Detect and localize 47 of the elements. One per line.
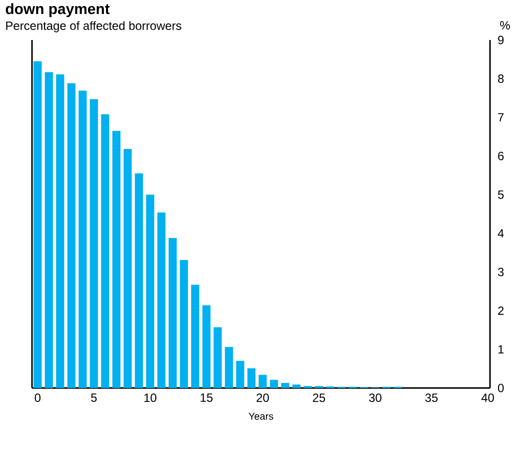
bar <box>247 368 256 388</box>
bar <box>180 260 188 388</box>
bar <box>124 149 132 388</box>
bar <box>258 374 267 388</box>
bar <box>112 130 120 388</box>
x-tick-label: 5 <box>91 394 97 402</box>
bar <box>101 114 110 388</box>
x-tick-label: 0 <box>34 394 40 402</box>
bar <box>67 83 76 388</box>
bar <box>214 327 222 388</box>
bar <box>191 284 200 388</box>
x-tick-label: 25 <box>312 394 326 402</box>
bar <box>78 90 87 388</box>
bar <box>281 382 290 388</box>
y-tick-label: 5 <box>498 190 504 199</box>
y-tick-label: 2 <box>498 306 504 315</box>
bar <box>146 194 154 388</box>
x-tick-label: 10 <box>144 394 156 402</box>
x-tick-label: 30 <box>369 394 382 402</box>
y-tick-label: 6 <box>498 152 504 160</box>
bar <box>168 238 177 388</box>
bar <box>90 99 98 388</box>
bar <box>270 380 278 388</box>
y-tick-label: 1 <box>498 345 504 354</box>
x-tick-label: 35 <box>425 394 438 402</box>
bar <box>202 305 210 388</box>
x-tick-label: 15 <box>200 394 213 402</box>
bar <box>224 347 233 388</box>
y-tick-label: 7 <box>498 113 504 122</box>
bar <box>292 384 301 388</box>
y-tick-label: 4 <box>498 229 504 238</box>
bar <box>134 173 143 388</box>
y-tick-label: 8 <box>498 74 504 83</box>
chart-title: down payment <box>6 3 110 18</box>
x-tick-label: 40 <box>481 394 494 402</box>
bar <box>56 74 64 388</box>
x-axis-title: Years <box>248 412 274 420</box>
y-tick-label: 0 <box>498 384 504 392</box>
y-axis-title: % <box>500 21 510 30</box>
bar <box>236 360 244 388</box>
y-tick-label: 3 <box>498 268 504 276</box>
y-tick-label: 9 <box>498 36 504 44</box>
x-tick-label: 20 <box>256 394 269 402</box>
chart-subtitle: Percentage of affected borrowers <box>6 21 182 32</box>
bar <box>44 72 53 388</box>
bar <box>157 212 166 388</box>
bar <box>34 61 42 388</box>
